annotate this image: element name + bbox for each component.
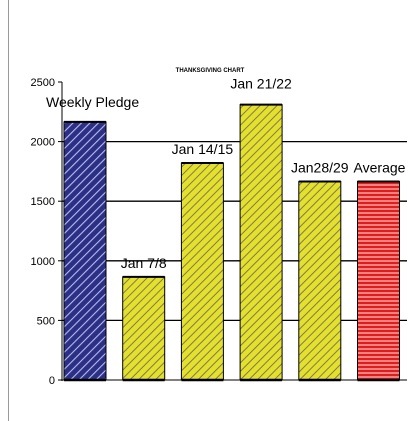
bars: [63, 103, 400, 382]
y-tick-label: 2000: [31, 137, 55, 149]
y-tick-label: 500: [37, 315, 55, 327]
bar-1: [63, 121, 107, 381]
bar-3: [180, 162, 224, 381]
bar-label-1: Weekly Pledge: [46, 94, 139, 110]
bar-4: [239, 104, 283, 381]
bar-6: [357, 181, 400, 381]
y-axis: 0 500 1000 1500 2000 2500: [31, 77, 407, 387]
y-tick-label: 2500: [31, 77, 55, 89]
bar-5: [298, 181, 342, 381]
chart-frame: [8, 0, 412, 421]
y-tick-label: 1000: [31, 256, 55, 268]
y-tick-label: 1500: [31, 196, 55, 208]
chart-title: THANKSGIVING CHART: [176, 68, 245, 74]
bar-label-4: Jan 21/22: [230, 76, 292, 92]
bar-label-5: Jan28/29: [291, 160, 349, 176]
y-tick-label: 0: [49, 375, 55, 387]
bar-label-3: Jan 14/15: [172, 141, 234, 157]
gridlines: [62, 140, 407, 322]
bar-label-2: Jan 7/8: [121, 255, 167, 271]
bar-2: [122, 276, 166, 381]
data-labels: Weekly Pledge Jan 7/8 Jan 14/15 Jan 21/22 Ja…: [46, 76, 406, 271]
bar-label-6: Average: [354, 160, 406, 176]
